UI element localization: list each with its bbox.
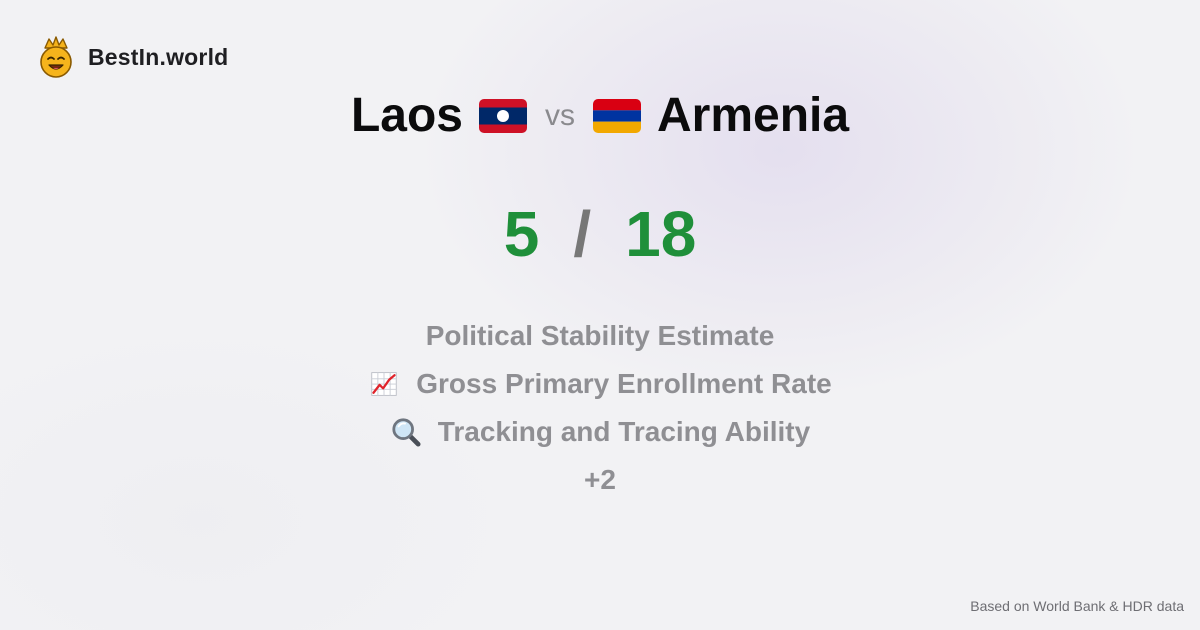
metric-label: Political Stability Estimate — [425, 320, 775, 351]
comparison-title: Laos vs Armenia — [0, 86, 1200, 146]
brand[interactable]: BestIn.world — [38, 36, 228, 78]
data-source-note: Based on World Bank & HDR data — [970, 598, 1184, 614]
score-separator: / — [573, 198, 592, 270]
right-score: 18 — [625, 198, 697, 270]
vs-label: vs — [544, 99, 575, 132]
metric-label: +2 — [584, 464, 616, 495]
metric-item: Gross Primary Enrollment Rate — [0, 360, 1200, 408]
left-country-name: Laos — [350, 89, 463, 142]
metrics-list: Political Stability Estimate Gross Prima… — [0, 312, 1200, 504]
magnifying-glass-icon — [390, 416, 422, 448]
armenia-flag-icon — [592, 99, 641, 133]
brand-name: BestIn.world — [88, 43, 229, 70]
chart-increasing-icon — [368, 368, 400, 400]
metric-label: Gross Primary Enrollment Rate — [416, 368, 832, 399]
score-row: 5 / 18 — [0, 198, 1200, 270]
right-country-name: Armenia — [656, 89, 850, 142]
metric-item: Tracking and Tracing Ability — [0, 408, 1200, 456]
metric-label: Tracking and Tracing Ability — [437, 416, 811, 447]
laos-flag-icon — [478, 99, 527, 133]
more-metrics-count: +2 — [0, 456, 1200, 504]
metric-item: Political Stability Estimate — [0, 312, 1200, 360]
crown-smiley-icon — [40, 36, 72, 78]
left-score: 5 — [503, 198, 540, 270]
